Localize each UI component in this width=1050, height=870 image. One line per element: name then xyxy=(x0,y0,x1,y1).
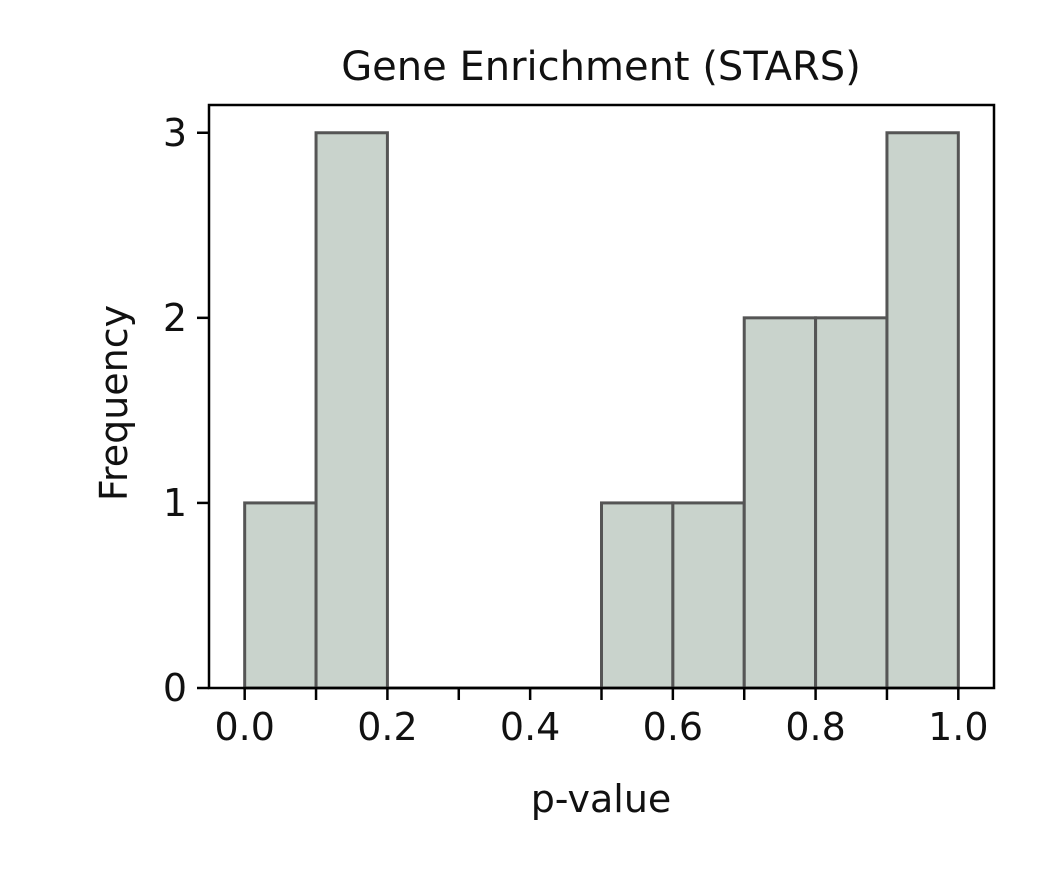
histogram-bar xyxy=(314,131,389,690)
y-tick-label: 1 xyxy=(163,481,187,525)
histogram-bar xyxy=(885,131,960,690)
y-tick-label: 0 xyxy=(163,666,187,710)
y-axis-title: Frequency xyxy=(92,305,136,501)
histogram-bar xyxy=(600,501,675,690)
x-tick-label: 0.2 xyxy=(357,705,417,749)
x-tick-label: 1.0 xyxy=(928,705,988,749)
chart-title: Gene Enrichment (STARS) xyxy=(341,44,861,90)
histogram-bar xyxy=(671,501,746,690)
histogram-bar xyxy=(814,316,889,690)
y-axis-ticks: 0 1 2 3 xyxy=(163,111,209,710)
x-axis-title: p-value xyxy=(531,777,672,821)
x-tick-label: 0.4 xyxy=(500,705,560,749)
y-tick-label: 3 xyxy=(163,111,187,155)
x-tick-label: 0.0 xyxy=(214,705,274,749)
histogram-bar xyxy=(742,316,818,690)
x-axis-ticks: 0.0 0.2 0.4 0.6 0.8 1.0 xyxy=(214,688,989,749)
bars-group xyxy=(243,131,960,690)
x-tick-label: 0.6 xyxy=(643,705,703,749)
x-tick-label: 0.8 xyxy=(785,705,845,749)
y-tick-label: 2 xyxy=(163,296,187,340)
histogram-bar xyxy=(243,501,318,690)
